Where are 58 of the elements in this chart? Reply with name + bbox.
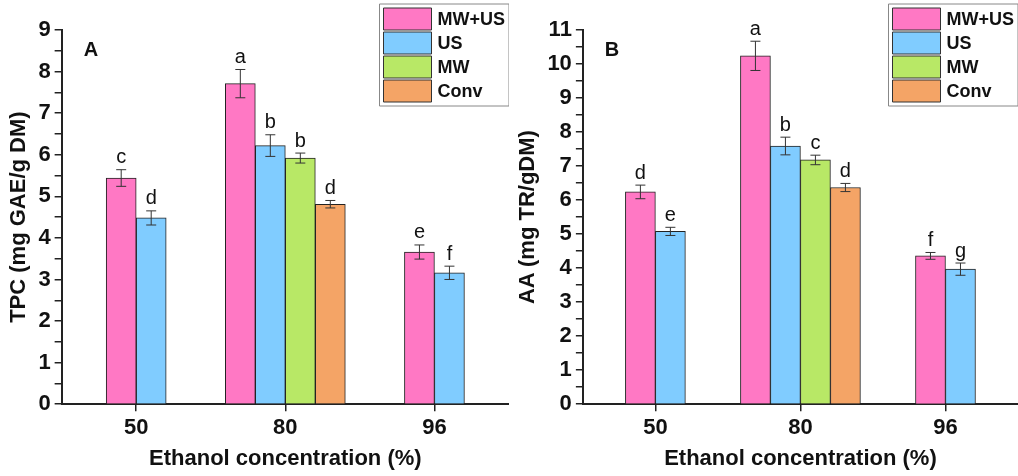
legend-label: MW <box>946 56 979 77</box>
annotation: g <box>954 238 967 261</box>
x-tick-label: 80 <box>788 414 813 440</box>
y-tick-label: 10 <box>547 50 572 76</box>
legend-label: MW+US <box>437 8 505 29</box>
annotation: a <box>749 16 762 39</box>
x-tick-label: 50 <box>643 414 668 440</box>
legend-label: US <box>946 32 972 53</box>
y-tick-label: 3 <box>559 288 572 314</box>
x-tick-label: 96 <box>422 414 447 440</box>
legend-label: US <box>437 32 463 53</box>
annotation: d <box>324 175 336 198</box>
y-tick-label: 9 <box>38 16 51 42</box>
y-tick-label: 3 <box>38 265 51 291</box>
annotation: f <box>446 241 453 264</box>
chart-title: A <box>83 37 99 60</box>
y-tick-label: 11 <box>548 16 572 42</box>
y-tick-label: 2 <box>559 322 572 348</box>
y-tick-label: 6 <box>559 186 572 212</box>
y-tick-label: 8 <box>38 57 51 83</box>
y-tick-label: 0 <box>559 390 572 416</box>
chart-title: B <box>604 37 620 60</box>
x-tick-label: 80 <box>273 414 298 440</box>
annotation: f <box>927 227 934 250</box>
annotation: d <box>145 186 157 209</box>
annotation: b <box>294 128 306 151</box>
annotation: d <box>634 160 646 183</box>
x-tick-label: 50 <box>123 414 149 440</box>
x-axis-title: Ethanol concentration (%) <box>664 444 937 470</box>
legend-label: Conv <box>946 80 992 101</box>
y-tick-label: 8 <box>559 118 572 144</box>
y-tick-label: 6 <box>38 140 51 166</box>
legend-label: MW <box>437 56 470 77</box>
y-tick-label: 0 <box>38 390 51 416</box>
y-tick-label: 7 <box>559 152 572 178</box>
y-tick-label: 1 <box>38 348 51 374</box>
y-tick-label: 4 <box>38 223 52 249</box>
y-tick-label: 4 <box>559 254 573 280</box>
y-tick-label: 2 <box>38 307 51 333</box>
annotation: c <box>116 145 127 168</box>
y-axis-title: TPC (mg GAE/g DM) <box>5 111 31 323</box>
annotation: e <box>413 220 425 243</box>
y-tick-label: 5 <box>559 220 572 246</box>
annotation: a <box>234 45 247 68</box>
annotation: b <box>779 112 791 135</box>
legend-label: MW+US <box>946 8 1014 29</box>
annotation: b <box>264 110 276 133</box>
y-tick-label: 7 <box>38 99 51 125</box>
annotation: d <box>839 158 851 181</box>
y-axis-title: AA (mg TR/gDM) <box>514 130 540 305</box>
x-tick-label: 96 <box>933 414 958 440</box>
y-tick-label: 5 <box>38 182 51 208</box>
annotation: e <box>664 202 676 225</box>
annotation: c <box>810 130 821 153</box>
y-tick-label: 9 <box>559 84 572 110</box>
y-tick-label: 1 <box>559 356 572 382</box>
legend-label: Conv <box>437 80 483 101</box>
x-axis-title: Ethanol concentration (%) <box>149 444 422 470</box>
